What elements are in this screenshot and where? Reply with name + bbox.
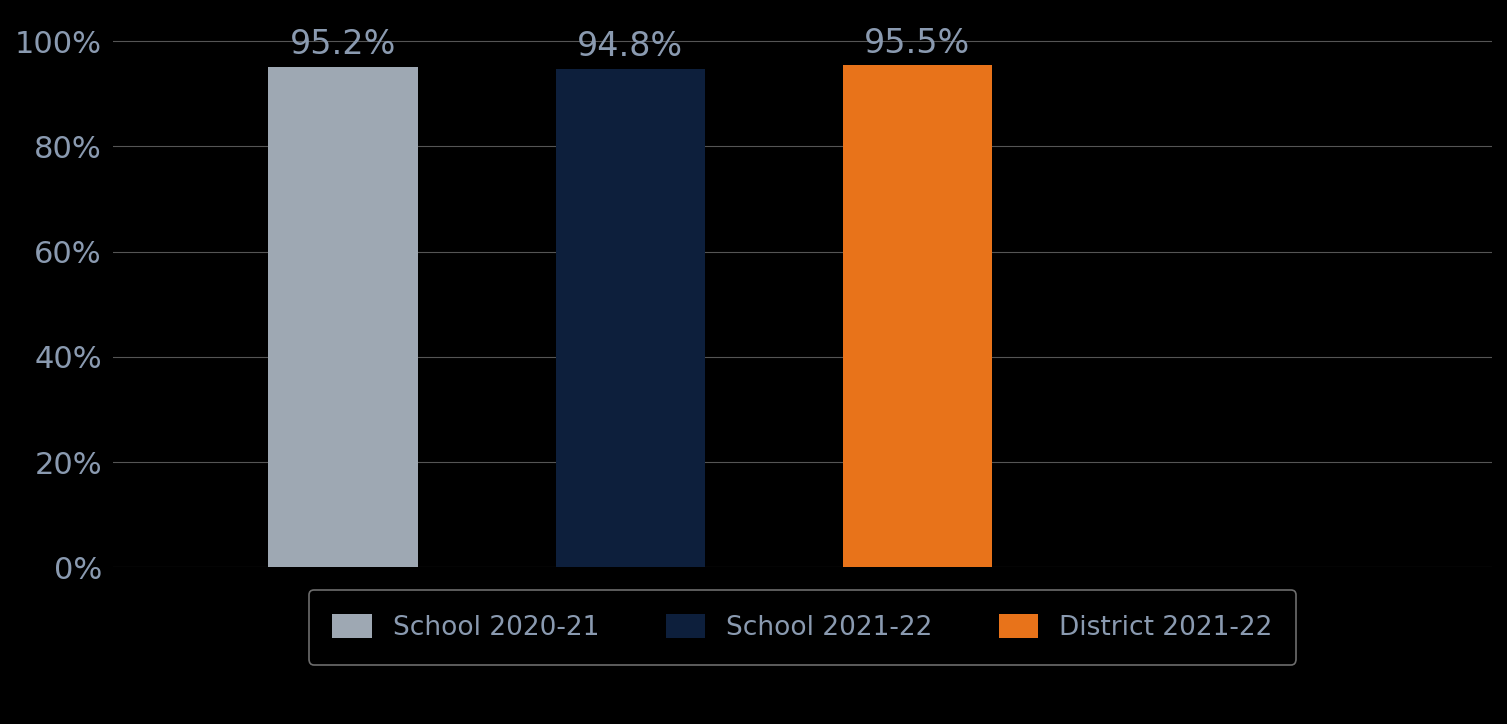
Bar [268, 67, 417, 568]
Text: 94.8%: 94.8% [577, 30, 683, 64]
Bar [556, 69, 705, 568]
Legend: School 2020-21, School 2021-22, District 2021-22: School 2020-21, School 2021-22, District… [309, 590, 1296, 665]
Bar [842, 65, 992, 568]
Text: 95.2%: 95.2% [289, 28, 396, 62]
Text: 95.5%: 95.5% [865, 27, 971, 59]
